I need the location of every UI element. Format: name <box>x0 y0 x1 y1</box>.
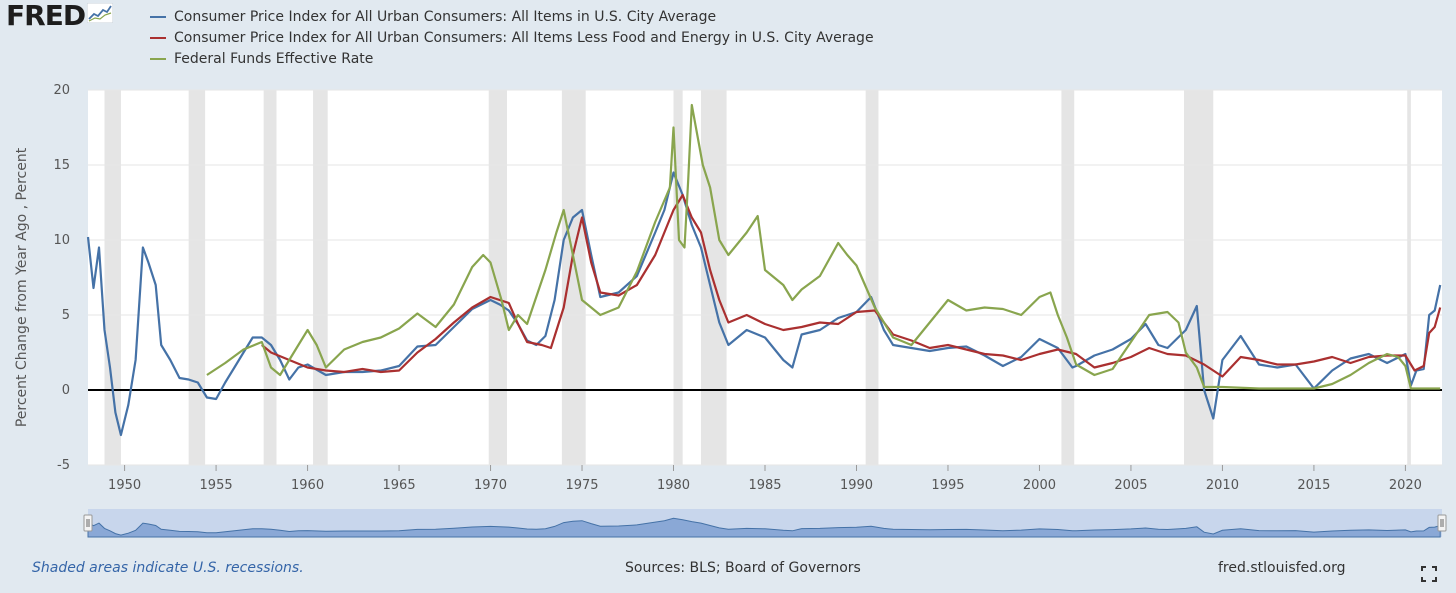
recession-band <box>1061 90 1075 465</box>
x-tick-label: 1960 <box>291 478 324 493</box>
x-tick-label: 1970 <box>474 478 507 493</box>
legend-swatch <box>150 57 166 60</box>
y-tick-label: 0 <box>62 383 70 398</box>
recession-band <box>865 90 879 465</box>
recessions-note: Shaded areas indicate U.S. recessions. <box>32 560 304 576</box>
x-tick-label: 2020 <box>1389 478 1422 493</box>
recession-band <box>1407 90 1411 465</box>
x-tick-label: 1980 <box>657 478 690 493</box>
sources-note: Sources: BLS; Board of Governors <box>625 560 861 576</box>
navigator-handle[interactable] <box>83 514 93 532</box>
y-tick-label: 20 <box>53 83 70 98</box>
recession-band <box>561 90 586 465</box>
plot-area <box>88 90 1442 465</box>
y-tick-label: 15 <box>53 158 70 173</box>
x-tick-label: 1975 <box>565 478 598 493</box>
expand-icon[interactable] <box>1421 566 1437 582</box>
x-tick-label: 1990 <box>840 478 873 493</box>
legend-swatch <box>150 15 166 18</box>
recession-shading <box>104 90 1411 465</box>
y-tick-label: 5 <box>62 308 70 323</box>
recession-band <box>488 90 508 465</box>
grid-lines <box>88 89 1442 466</box>
legend-item[interactable]: Federal Funds Effective Rate <box>150 48 874 69</box>
x-tick-label: 2015 <box>1297 478 1330 493</box>
recession-band <box>1184 90 1214 465</box>
legend-item[interactable]: Consumer Price Index for All Urban Consu… <box>150 6 874 27</box>
legend-label: Consumer Price Index for All Urban Consu… <box>174 29 874 46</box>
navigator-series <box>87 517 1441 538</box>
y-axis: -5 0 5 10 15 20 <box>53 83 70 473</box>
legend-swatch <box>150 36 166 39</box>
series-lines <box>86 103 1442 437</box>
y-tick-label: 10 <box>53 233 70 248</box>
series-line <box>86 171 1442 437</box>
x-tick-label: 1955 <box>200 478 233 493</box>
navigator-handle[interactable] <box>1437 514 1447 532</box>
recession-band <box>263 90 277 465</box>
x-tick-label: 1950 <box>108 478 141 493</box>
fred-logo-text: FRED <box>6 0 86 32</box>
recession-band <box>313 90 328 465</box>
x-tick-label: 1995 <box>931 478 964 493</box>
chart-legend: Consumer Price Index for All Urban Consu… <box>150 6 874 69</box>
x-axis: 1950 1955 1960 1965 1970 1975 1980 1985 1990 1995… <box>108 465 1422 493</box>
site-link[interactable]: fred.stlouisfed.org <box>1218 560 1346 576</box>
recession-band <box>673 90 683 465</box>
series-line <box>261 193 1442 378</box>
x-tick-label: 2010 <box>1206 478 1239 493</box>
range-navigator[interactable] <box>83 509 1447 538</box>
x-tick-label: 2000 <box>1023 478 1056 493</box>
recession-band <box>104 90 121 465</box>
x-tick-label: 1985 <box>748 478 781 493</box>
y-axis-title: Percent Change from Year Ago , Percent <box>14 147 30 427</box>
legend-item[interactable]: Consumer Price Index for All Urban Consu… <box>150 27 874 48</box>
x-tick-label: 1965 <box>383 478 416 493</box>
y-tick-label: -5 <box>57 458 70 473</box>
series-line <box>206 103 1441 390</box>
recession-band <box>188 90 206 465</box>
recession-band <box>700 90 727 465</box>
legend-label: Federal Funds Effective Rate <box>174 50 374 67</box>
x-tick-label: 2005 <box>1114 478 1147 493</box>
legend-label: Consumer Price Index for All Urban Consu… <box>174 8 717 25</box>
